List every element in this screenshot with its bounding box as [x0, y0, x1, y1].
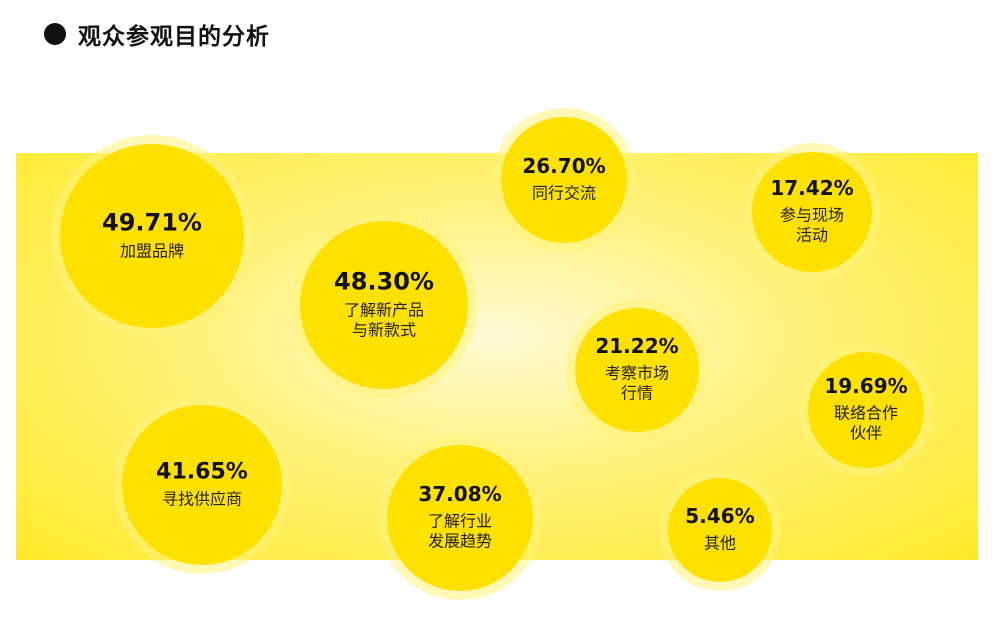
bubble-label: 活动 [796, 225, 828, 244]
bubble-circle [808, 352, 924, 468]
bubble-label: 考察市场 [605, 363, 669, 382]
bubble-value: 49.71% [102, 208, 202, 236]
bubble-circle [387, 445, 533, 591]
bubble-circle [575, 308, 699, 432]
bubble-label: 了解行业 [428, 511, 492, 530]
bubble-label: 寻找供应商 [162, 489, 242, 508]
bubble-label: 加盟品牌 [120, 241, 184, 260]
bubble-circle [501, 117, 627, 243]
bubble-label: 与新款式 [352, 320, 416, 339]
bubble-value: 37.08% [418, 482, 501, 506]
bubble-circle [668, 478, 772, 582]
bubble-circle [300, 221, 468, 389]
bubble-circle [60, 144, 244, 328]
bubble-label: 同行交流 [532, 183, 596, 202]
bubble-label: 其他 [704, 533, 736, 552]
bubble-label: 参与现场 [780, 205, 844, 224]
bubble-label: 行情 [621, 383, 653, 402]
bubble-value: 17.42% [770, 176, 853, 200]
bubble-label: 联络合作 [834, 403, 898, 422]
bubble-value: 41.65% [156, 460, 248, 485]
bubble-label: 了解新产品 [344, 300, 424, 319]
bubble-3: 41.65% 寻找供应商 [113, 396, 291, 574]
bubble-label: 发展趋势 [428, 531, 492, 550]
bubble-5: 26.70% 同行交流 [492, 108, 636, 252]
bubble-value: 48.30% [334, 267, 434, 295]
bubble-value: 5.46% [685, 504, 754, 528]
bubble-value: 21.22% [595, 334, 678, 358]
bubble-circle [752, 152, 872, 272]
bubble-value: 19.69% [824, 374, 907, 398]
bubble-value: 26.70% [522, 154, 605, 178]
bubble-circle [122, 405, 282, 565]
bubble-label: 伙伴 [850, 423, 882, 442]
chart-title: 观众参观目的分析 [44, 14, 270, 54]
chart-title-text: 观众参观目的分析 [78, 24, 270, 50]
bubble-9: 5.46% 其他 [659, 469, 781, 591]
bubble-1: 49.71% 加盟品牌 [51, 135, 253, 337]
bullet-dot-icon [44, 23, 66, 45]
